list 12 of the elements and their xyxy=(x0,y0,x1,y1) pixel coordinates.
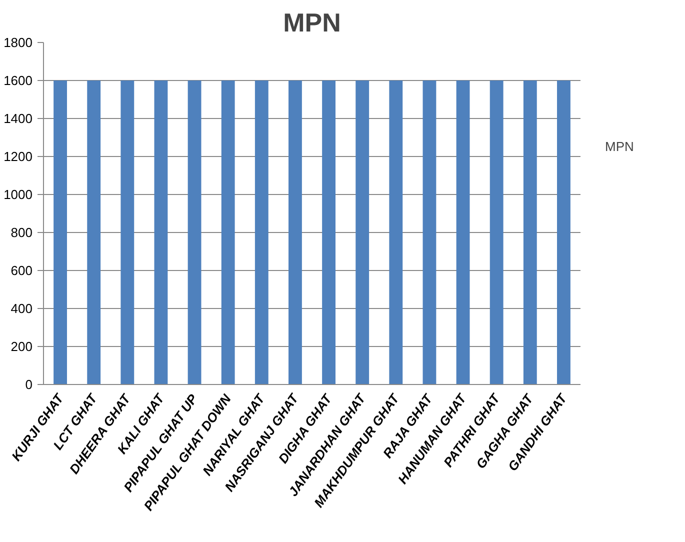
y-tick-label: 1200 xyxy=(4,149,32,164)
y-tick-label: 400 xyxy=(10,301,33,316)
y-tick-label: 1000 xyxy=(4,187,32,202)
y-tick-label: 600 xyxy=(10,263,33,278)
y-tick-label: 800 xyxy=(10,225,33,240)
y-tick-label: 200 xyxy=(10,339,33,354)
y-tick-label: 1400 xyxy=(4,111,32,126)
y-tick-label: 0 xyxy=(25,377,33,392)
y-tick-label: 1800 xyxy=(4,35,32,50)
text: MPN xyxy=(605,139,634,154)
chart-title: MPN xyxy=(283,8,341,38)
y-tick-label: 1600 xyxy=(4,73,32,88)
